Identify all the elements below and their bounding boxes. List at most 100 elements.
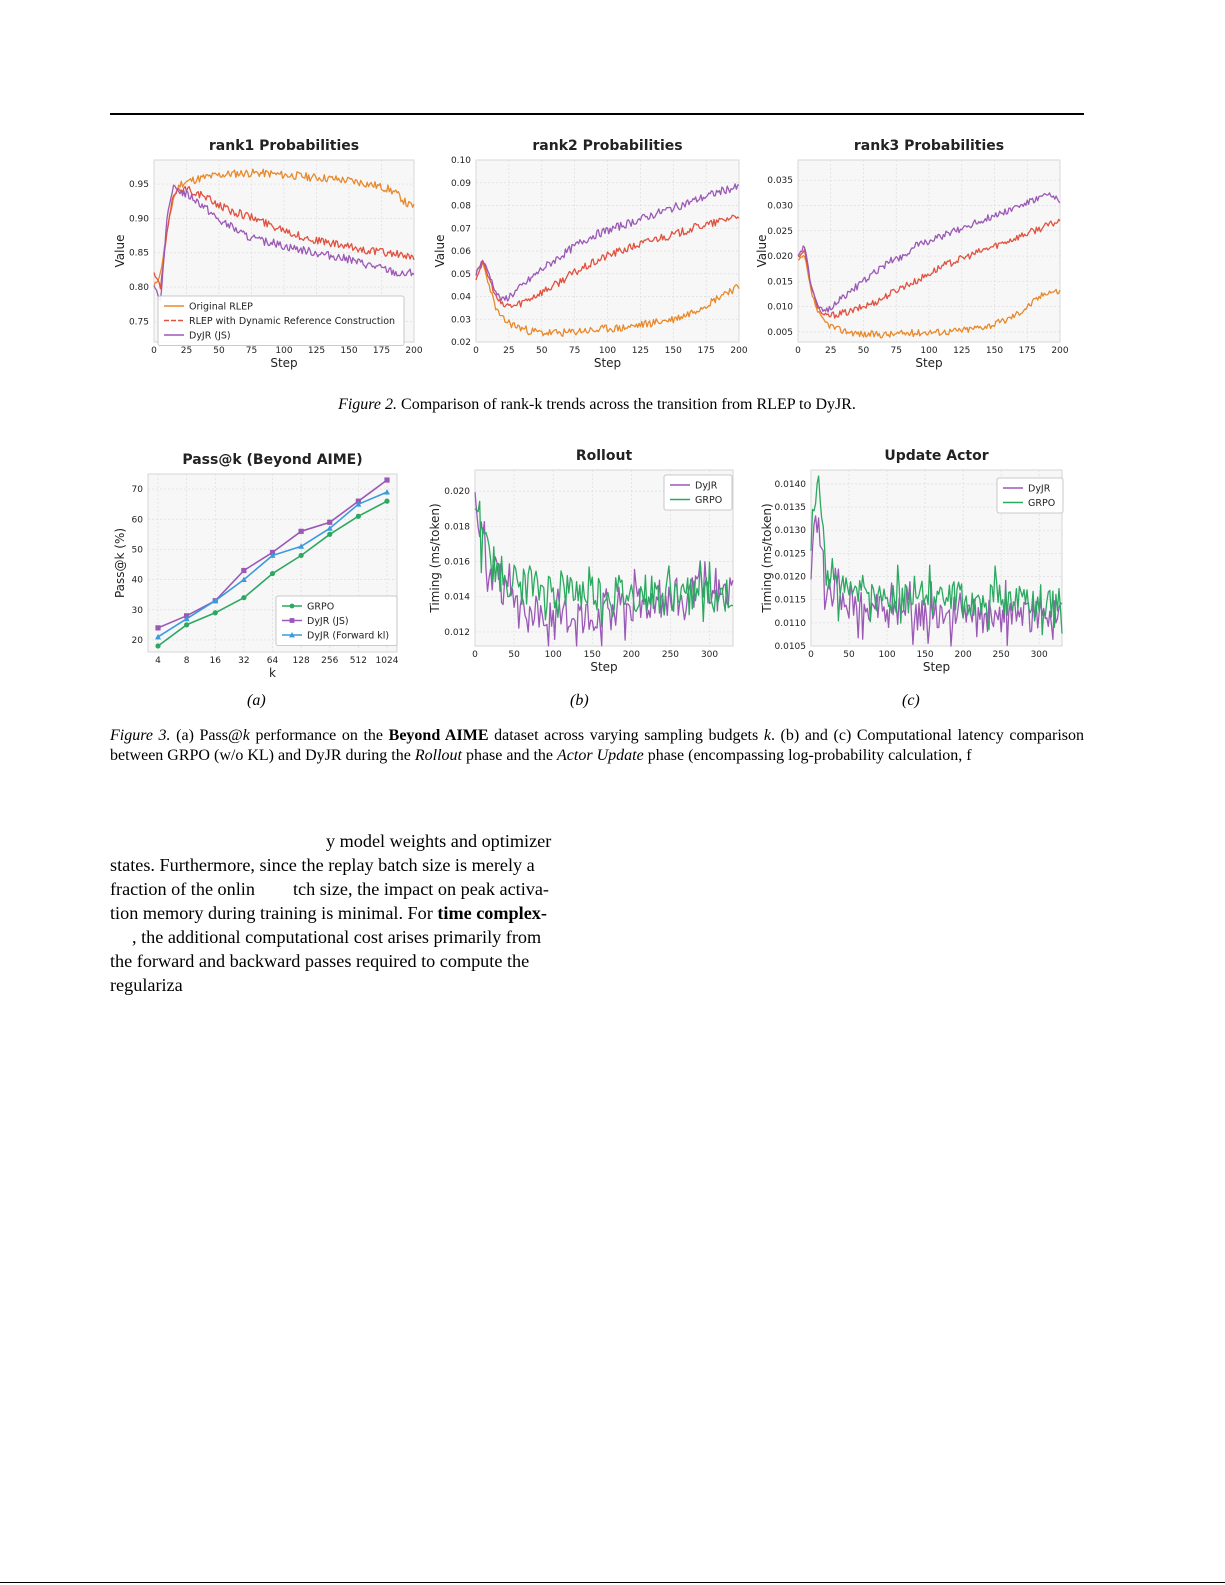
figure-2-caption: Figure 2. Comparison of rank-k trends ac… bbox=[110, 395, 1084, 415]
body-fragment: tion memory during training is minimal. … bbox=[110, 903, 438, 923]
chart-svg: rank2 Probabilities 0 25 50 75 100 125 150 175 20… bbox=[433, 138, 748, 370]
y-tick-label: 60 bbox=[132, 515, 144, 525]
legend-label: DyJR (JS) bbox=[307, 616, 349, 627]
y-tick-label: 0.80 bbox=[129, 283, 149, 293]
caption-italic: Rollout bbox=[414, 747, 462, 764]
caption-math-k: k bbox=[763, 727, 771, 744]
data-point bbox=[155, 643, 161, 649]
y-tick-label: 0.06 bbox=[451, 247, 471, 257]
caption-italic: Actor Update bbox=[557, 747, 644, 764]
legend-label: DyJR bbox=[1028, 483, 1051, 494]
subfigure-label-c: (c) bbox=[902, 692, 920, 709]
caption-text: . (b) and (c) Computational latency comp… bbox=[110, 727, 1085, 764]
y-tick-label: 0.05 bbox=[451, 270, 471, 280]
y-tick-label: 0.0120 bbox=[775, 573, 807, 583]
chart-svg: Pass@k (Beyond AIME) 4 8 16 32 64 128 256 512 102… bbox=[113, 452, 399, 680]
data-point bbox=[355, 513, 361, 519]
data-point bbox=[269, 549, 276, 556]
body-bold: time complex- bbox=[437, 903, 547, 923]
chart-title: rank1 Probabilities bbox=[209, 138, 359, 154]
x-tick-label: 175 bbox=[1019, 346, 1036, 356]
legend-marker bbox=[289, 618, 295, 623]
x-tick-label: 50 bbox=[843, 650, 855, 660]
data-point bbox=[384, 489, 390, 495]
data-point bbox=[326, 525, 333, 531]
chart-title: Rollout bbox=[576, 448, 633, 464]
x-tick-label: 100 bbox=[599, 346, 616, 356]
chart-svg: rank1 Probabilities 0 25 50 75 100 125 150 175 20… bbox=[113, 138, 423, 370]
legend-label: DyJR bbox=[695, 480, 718, 491]
data-point bbox=[355, 501, 362, 507]
body-line: fraction of the onlin tch size, the impac… bbox=[110, 877, 580, 901]
figure-2-label: Figure 2. bbox=[338, 396, 398, 413]
x-tick-label: 50 bbox=[213, 346, 225, 356]
x-tick-label: 75 bbox=[246, 346, 257, 356]
legend-box bbox=[663, 474, 733, 511]
x-tick-label: 200 bbox=[730, 346, 747, 356]
x-tick-label: 50 bbox=[508, 650, 520, 660]
series-line bbox=[797, 218, 1061, 319]
x-tick-label: 100 bbox=[545, 650, 562, 660]
y-tick-label: 70 bbox=[132, 485, 144, 495]
body-fragment: fraction of the onlin bbox=[110, 879, 255, 899]
y-tick-label: 0.014 bbox=[444, 593, 470, 603]
legend-label: GRPO bbox=[1028, 498, 1055, 509]
x-tick-label: 64 bbox=[267, 656, 279, 666]
figure-2-text: Comparison of rank-k trends across the t… bbox=[401, 396, 856, 413]
x-tick-label: 300 bbox=[1031, 650, 1048, 660]
chart-svg: rank3 Probabilities 0 25 50 75 100 125 150 175 20… bbox=[755, 138, 1069, 370]
data-point bbox=[327, 519, 333, 525]
series-line bbox=[153, 185, 415, 290]
y-tick-label: 0.95 bbox=[129, 180, 149, 190]
legend-label: GRPO bbox=[307, 601, 334, 612]
y-tick-label: 0.0110 bbox=[775, 619, 807, 629]
y-tick-label: 0.018 bbox=[444, 522, 470, 532]
data-point bbox=[183, 615, 190, 622]
data-point bbox=[269, 570, 276, 577]
body-line: y model weights and optimizer bbox=[326, 831, 552, 851]
y-tick-label: 0.012 bbox=[444, 628, 470, 638]
x-tick-label: 4 bbox=[155, 656, 161, 666]
x-tick-label: 100 bbox=[920, 346, 937, 356]
y-tick-label: 0.0125 bbox=[775, 549, 807, 559]
series-line bbox=[810, 475, 1063, 636]
data-point bbox=[298, 528, 304, 534]
x-tick-label: 125 bbox=[308, 346, 325, 356]
y-tick-label: 0.10 bbox=[451, 156, 471, 166]
y-tick-label: 0.08 bbox=[451, 202, 471, 212]
caption-bold: Beyond AIME bbox=[388, 727, 489, 744]
y-tick-label: 0.0105 bbox=[775, 642, 807, 652]
x-tick-label: 0 bbox=[151, 346, 157, 356]
x-tick-label: 512 bbox=[350, 656, 367, 666]
x-tick-label: 0 bbox=[473, 346, 479, 356]
x-axis-label: Step bbox=[923, 660, 950, 674]
y-tick-label: 20 bbox=[132, 636, 144, 646]
data-point bbox=[384, 477, 390, 483]
series-line bbox=[797, 192, 1061, 313]
caption-text: dataset across varying sampling budgets bbox=[488, 727, 764, 744]
x-tick-label: 25 bbox=[181, 346, 192, 356]
x-tick-label: 25 bbox=[825, 346, 836, 356]
caption-math-k: k bbox=[242, 727, 250, 744]
y-tick-label: 0.0135 bbox=[775, 503, 807, 513]
data-point bbox=[155, 633, 161, 640]
series-line bbox=[153, 168, 415, 287]
data-point bbox=[184, 622, 190, 628]
x-tick-label: 50 bbox=[536, 346, 548, 356]
data-point bbox=[269, 552, 276, 558]
x-tick-label: 200 bbox=[1051, 346, 1068, 356]
series-line bbox=[797, 255, 1061, 339]
x-tick-label: 100 bbox=[878, 650, 895, 660]
x-axis-label: k bbox=[269, 666, 276, 680]
top-rule bbox=[110, 113, 1084, 115]
x-tick-label: 125 bbox=[953, 346, 970, 356]
legend-marker bbox=[289, 632, 295, 638]
chart-title: Update Actor bbox=[884, 448, 988, 464]
chart-title: Pass@k (Beyond AIME) bbox=[182, 452, 362, 468]
figure-3-label: Figure 3. bbox=[110, 727, 171, 744]
data-point bbox=[241, 595, 247, 601]
y-tick-label: 0.035 bbox=[767, 176, 793, 186]
figure-3-caption: Figure 3. (a) Pass@k performance on the … bbox=[110, 726, 1084, 766]
body-line: tion memory during training is minimal. … bbox=[110, 901, 580, 925]
y-tick-label: 50 bbox=[132, 545, 144, 555]
